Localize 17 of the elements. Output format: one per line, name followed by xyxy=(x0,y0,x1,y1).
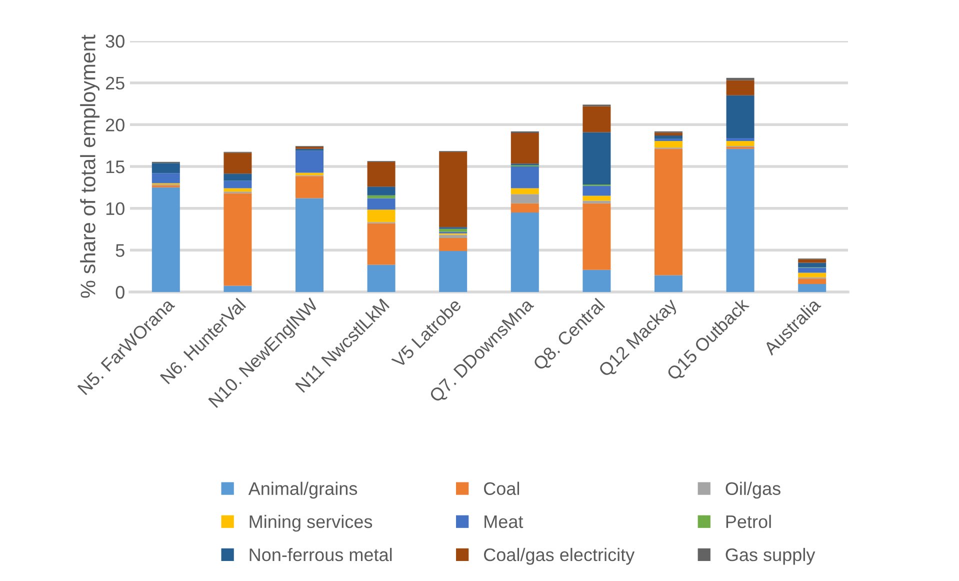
legend-label: Animal/grains xyxy=(248,482,358,499)
legend-label: Mining services xyxy=(250,514,372,532)
y-tick-label: 5 xyxy=(116,244,124,257)
legend-label: Coal xyxy=(484,482,520,496)
y-tick-label: 25 xyxy=(106,76,124,90)
y-tick-label: 0 xyxy=(116,286,124,299)
y-axis-title: % share of total employment xyxy=(80,34,100,298)
y-tick-label: 15 xyxy=(106,160,124,174)
legend-label: Non-ferrous metal xyxy=(250,548,392,562)
legend-label: Petrol xyxy=(726,514,771,528)
legend-label: Gas supply xyxy=(726,548,816,565)
legend-label: Coal/gas electricity xyxy=(484,548,635,565)
y-tick-label: 30 xyxy=(106,34,124,48)
legend-label: Oil/gas xyxy=(726,482,780,499)
y-tick-label: 10 xyxy=(106,202,124,216)
legend-label: Meat xyxy=(484,516,524,528)
y-tick-label: 20 xyxy=(106,118,124,132)
